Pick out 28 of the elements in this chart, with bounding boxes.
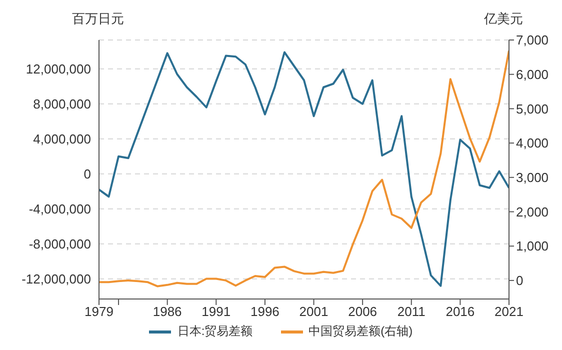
x-tick-label: 1979 [84, 304, 114, 320]
x-tick-label: 1996 [250, 304, 280, 320]
y-tick-label: 12,000,000 [26, 61, 91, 76]
y-tick-label: 8,000,000 [33, 96, 91, 112]
y2-tick-label: 1,000 [516, 238, 549, 254]
y-tick-label: 4,000,000 [33, 131, 91, 146]
x-tick-label: 1991 [202, 304, 231, 320]
y2-tick-label: 6,000 [516, 66, 549, 82]
legend-label: 日本:贸易差额 [177, 323, 253, 340]
x-tick-label: 2021 [494, 304, 524, 320]
y-axis-title: 百万日元 [72, 10, 124, 28]
y2-tick-label: 0 [516, 273, 524, 288]
x-tick-label: 2011 [397, 304, 426, 320]
y2-tick-label: 3,000 [516, 170, 549, 186]
y2-axis-title: 亿美元 [484, 10, 523, 28]
x-tick-label: 2016 [446, 304, 475, 320]
x-tick-label: 2006 [348, 304, 378, 320]
y-tick-label: -4,000,000 [28, 201, 91, 216]
y-tick-label: -12,000,000 [22, 271, 91, 286]
legend-label: 中国贸易差额(右轴) [308, 323, 413, 340]
y-tick-label: 0 [84, 166, 91, 182]
x-tick-label: 2001 [299, 304, 328, 320]
y2-tick-label: 2,000 [516, 204, 549, 220]
x-tick-label: 1986 [152, 304, 182, 320]
y-tick-label: -8,000,000 [28, 236, 91, 252]
y2-tick-label: 5,000 [516, 101, 549, 116]
y2-tick-label: 7,000 [516, 32, 549, 48]
y2-tick-label: 4,000 [516, 136, 549, 151]
